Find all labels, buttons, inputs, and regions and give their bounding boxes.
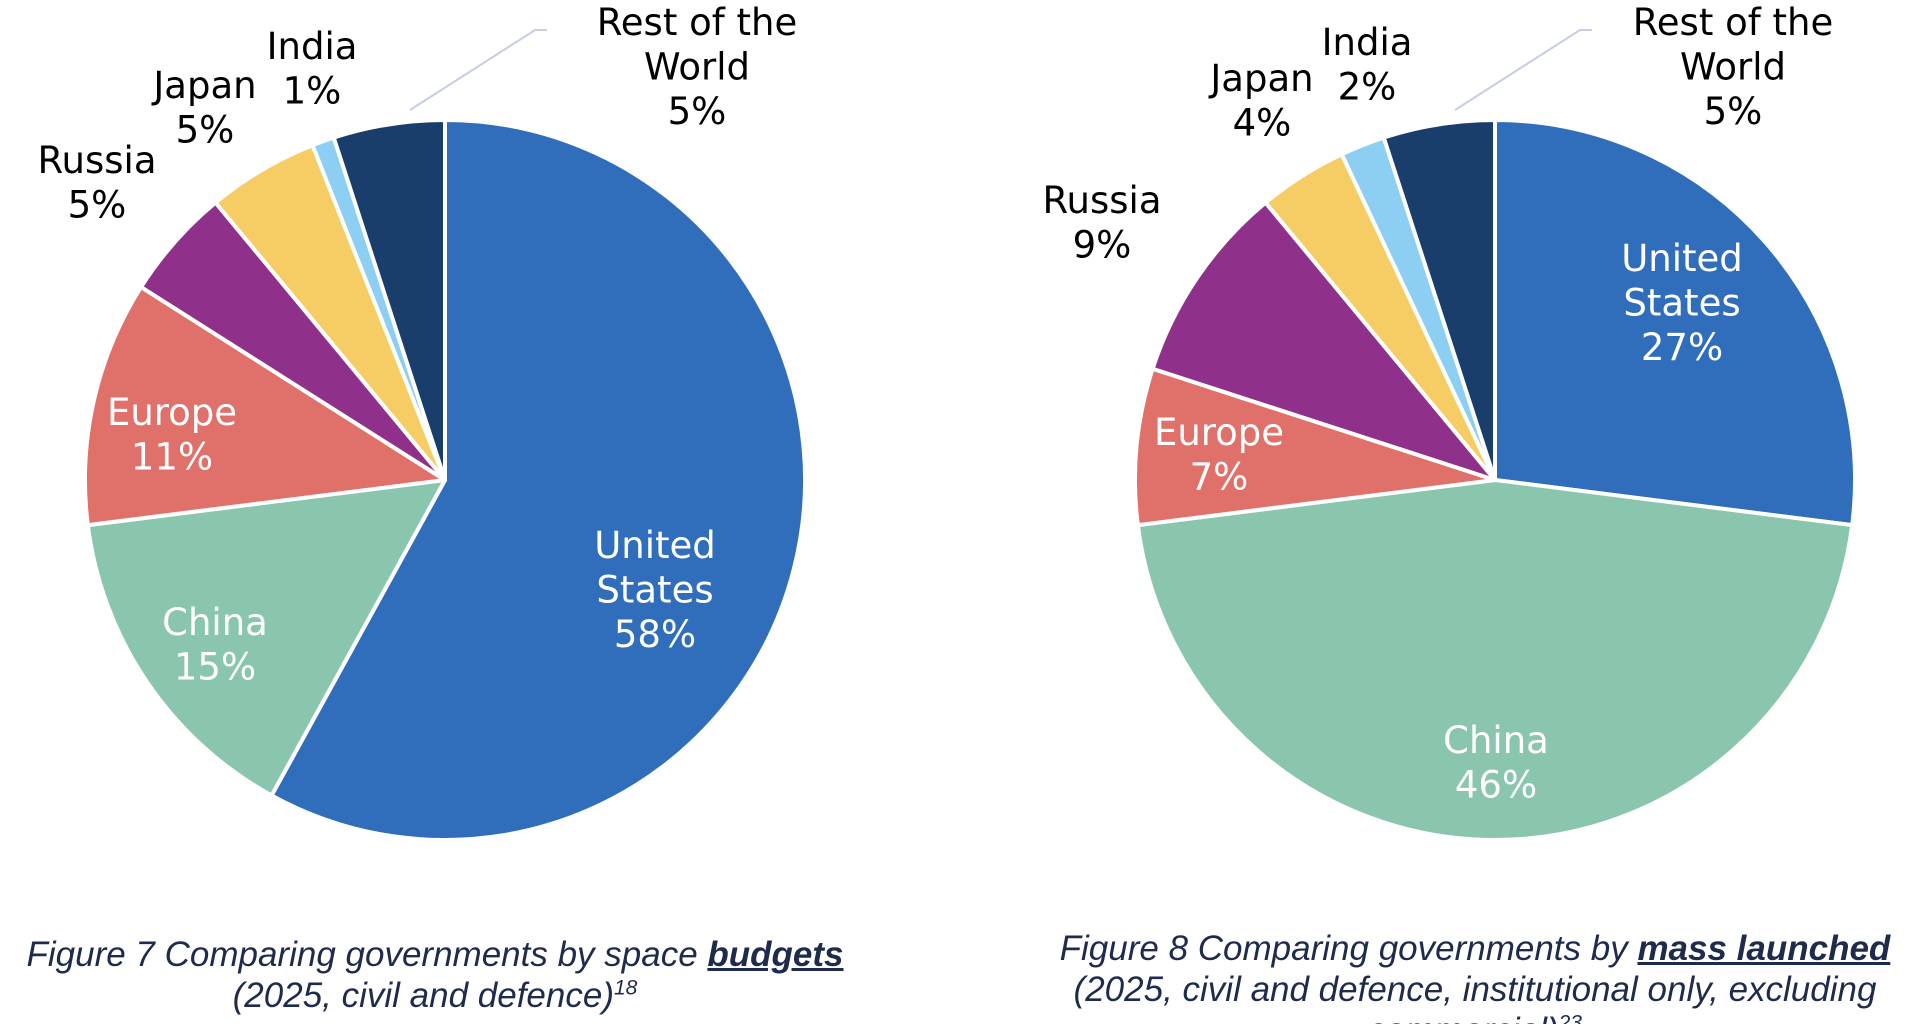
pie-2-slice-russia (1150, 200, 1497, 482)
pie-1-slice-rest-of-the-world (331, 118, 447, 482)
pie-chart-1: United States 58% China 15% Europe 11% Russia 5%… (37, 1, 807, 842)
pie-2-slice-europe (1133, 366, 1497, 528)
caption-8-prefix: Figure 8 Comparing governments by (1059, 929, 1638, 968)
caption-8-emphasis: mass launched (1637, 929, 1891, 968)
pie-1-label-india: India 1% (267, 25, 358, 112)
pie-2-slice-rest-of-the-world (1381, 118, 1497, 482)
pie-1-label-russia: Russia 5% (37, 139, 156, 226)
caption-7-footnote: 18 (613, 976, 638, 1000)
pie-1-slice-europe (83, 285, 447, 528)
caption-7-emphasis: budgets (707, 935, 844, 974)
caption-8-line3: commercial) (1368, 1011, 1559, 1024)
pie-2-label-united-states: United States 27% (1621, 237, 1743, 369)
pie-2-leader-rest-of-the-world (1454, 29, 1592, 111)
pie-1-label-japan: Japan 5% (151, 64, 256, 151)
pie-2-slice-united-states (1493, 118, 1857, 528)
pie-1-label-united-states: United States 58% (594, 524, 716, 656)
pie-2-label-china: China 46% (1443, 719, 1549, 806)
caption-8-line2: (2025, civil and defence, institutional … (1073, 970, 1877, 1009)
pie-chart-2: United States 27% China 46% Europe 7% Russia 9% J… (1042, 1, 1857, 842)
pie-1-label-china: China 15% (162, 601, 268, 688)
caption-8-footnote: 23 (1558, 1011, 1582, 1024)
pie-2-label-india: India 2% (1322, 21, 1413, 108)
pie-2-slice-china (1135, 478, 1855, 842)
pie-2-label-rest-of-the-world: Rest of the World 5% (1633, 1, 1834, 133)
caption-7-prefix: Figure 7 Comparing governments by space (26, 935, 708, 974)
caption-7-line2: (2025, civil and defence) (232, 976, 614, 1015)
pie-2-label-japan: Japan 4% (1208, 57, 1313, 144)
pie-1-leader-rest-of-the-world (409, 29, 547, 111)
pie-1-label-rest-of-the-world: Rest of the World 5% (597, 1, 798, 133)
pie-1-slice-china (85, 478, 447, 798)
pie-1-slice-united-states (269, 118, 807, 842)
pie-1-label-europe: Europe 11% (107, 391, 237, 478)
pie-2-label-russia: Russia 9% (1042, 179, 1161, 266)
pie-2-label-europe: Europe 7% (1154, 411, 1284, 498)
figure-7-caption: Figure 7 Comparing governments by space … (0, 934, 870, 1024)
figure-8-caption: Figure 8 Comparing governments by mass l… (1030, 928, 1920, 1024)
